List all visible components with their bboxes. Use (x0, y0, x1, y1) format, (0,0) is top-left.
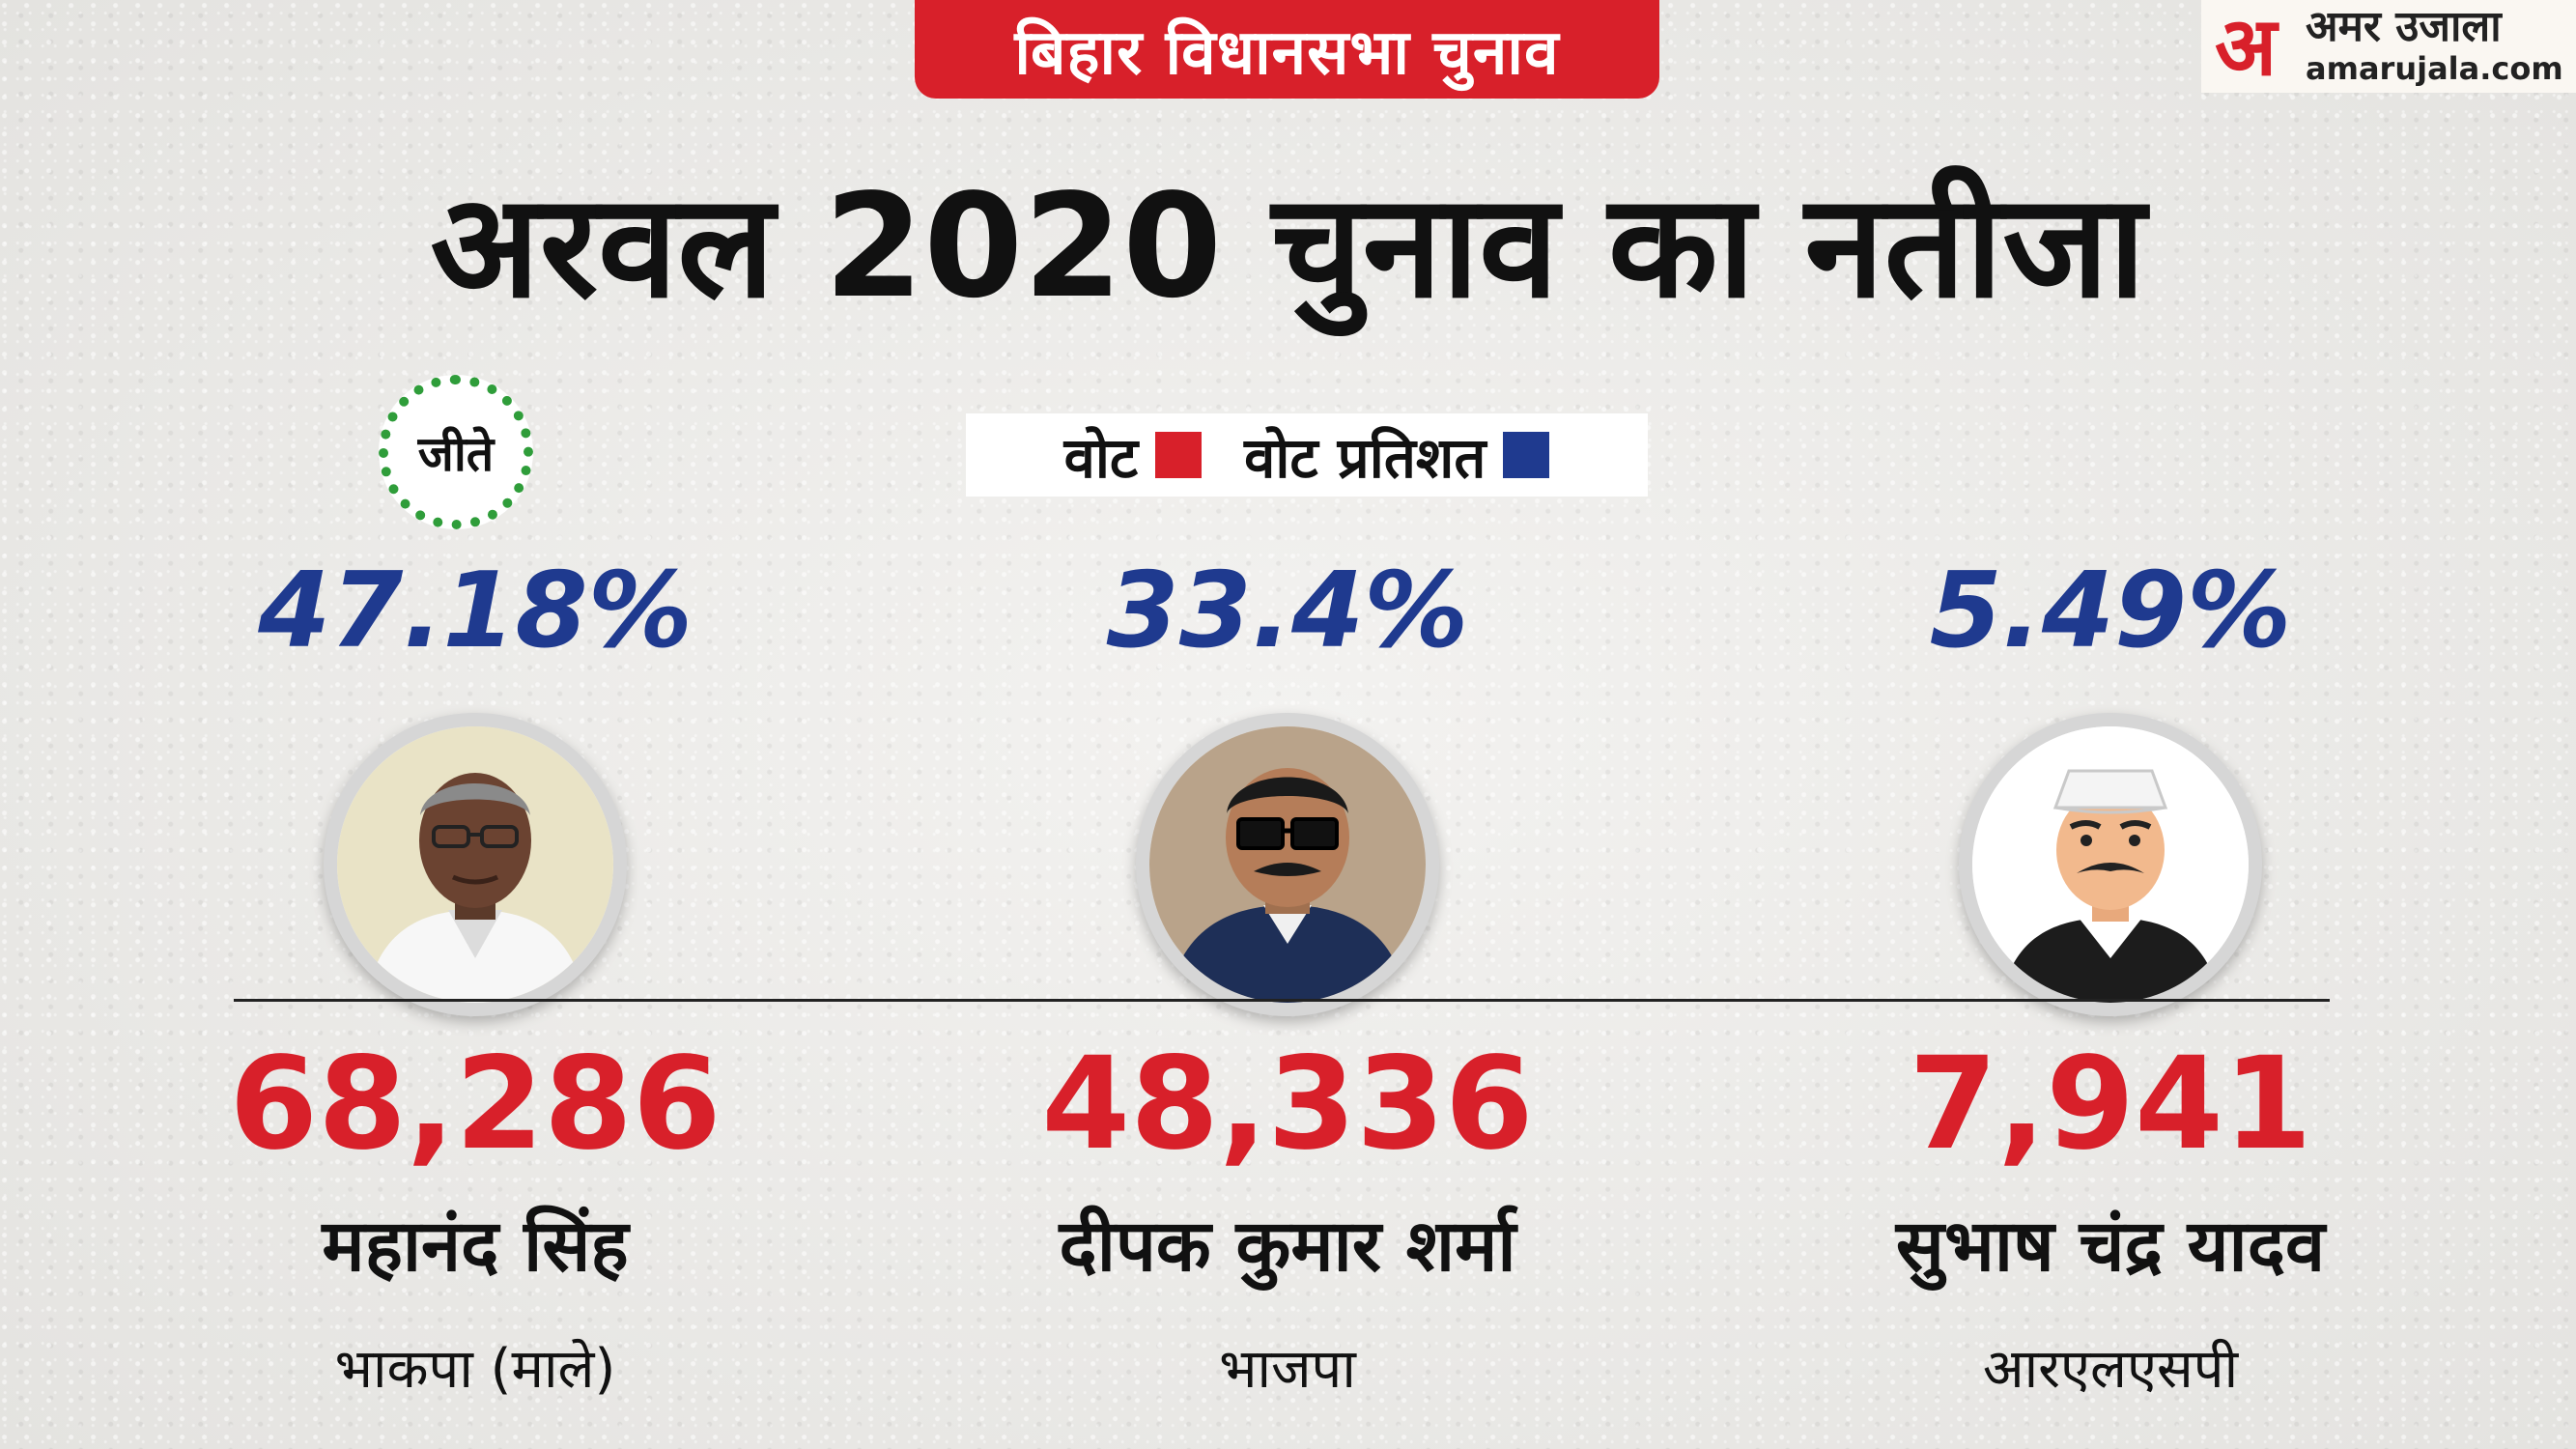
cartoon-person-icon (1972, 726, 2249, 1003)
logo-name: अमर उजाला (2306, 2, 2502, 51)
vote-count: 68,286 (229, 1030, 722, 1179)
page-title: अरवल 2020 चुनाव का नतीजा (430, 163, 2146, 329)
winner-badge: जीते (379, 375, 533, 529)
candidate-avatar (1136, 713, 1439, 1016)
divider-line (234, 999, 2330, 1002)
candidate-party: आरएलएसपी (1982, 1338, 2239, 1401)
election-tag: बिहार विधानसभा चुनाव (915, 0, 1659, 99)
candidate-name: दीपक कुमार शर्मा (1059, 1205, 1516, 1288)
legend-percent-swatch (1503, 432, 1550, 478)
legend-percent-label: वोट प्रतिशत (1244, 424, 1486, 491)
candidate-card-1: 47.18% 68,286 महानंद सिंह भाकपा (माले) (41, 0, 910, 1449)
vote-count: 7,941 (1909, 1030, 2312, 1179)
winner-badge-text: जीते (417, 426, 495, 482)
candidate-card-3: 5.49% 7,941 सुभाष चंद्र यादव आरएलएसपी (1676, 0, 2545, 1449)
candidate-party: भाजपा (1219, 1338, 1356, 1401)
candidate-card-2: 33.4% 48,336 दीपक कुमार शर्मा भाजपा (853, 0, 1722, 1449)
legend-votes-label: वोट (1063, 424, 1139, 491)
candidate-avatar (1959, 713, 2262, 1016)
legend-votes-swatch (1155, 432, 1203, 478)
vote-percent: 47.18% (258, 551, 693, 671)
publisher-logo: अ अमर उजाला amarujala.com (2201, 0, 2576, 93)
candidate-name: सुभाष चंद्र यादव (1895, 1205, 2326, 1288)
election-tag-text: बिहार विधानसभा चुनाव (1014, 16, 1560, 89)
legend: वोट वोट प्रतिशत (966, 413, 1648, 497)
logo-mark: अ (2215, 0, 2278, 94)
candidate-party: भाकपा (माले) (334, 1338, 616, 1401)
logo-url: amarujala.com (2306, 50, 2563, 87)
person-photo-icon (1149, 726, 1426, 1003)
person-photo-icon (337, 726, 613, 1003)
vote-percent: 5.49% (1929, 551, 2292, 671)
candidate-avatar (324, 713, 627, 1016)
vote-percent: 33.4% (1106, 551, 1469, 671)
vote-count: 48,336 (1041, 1030, 1534, 1179)
candidate-name: महानंद सिंह (322, 1205, 629, 1288)
